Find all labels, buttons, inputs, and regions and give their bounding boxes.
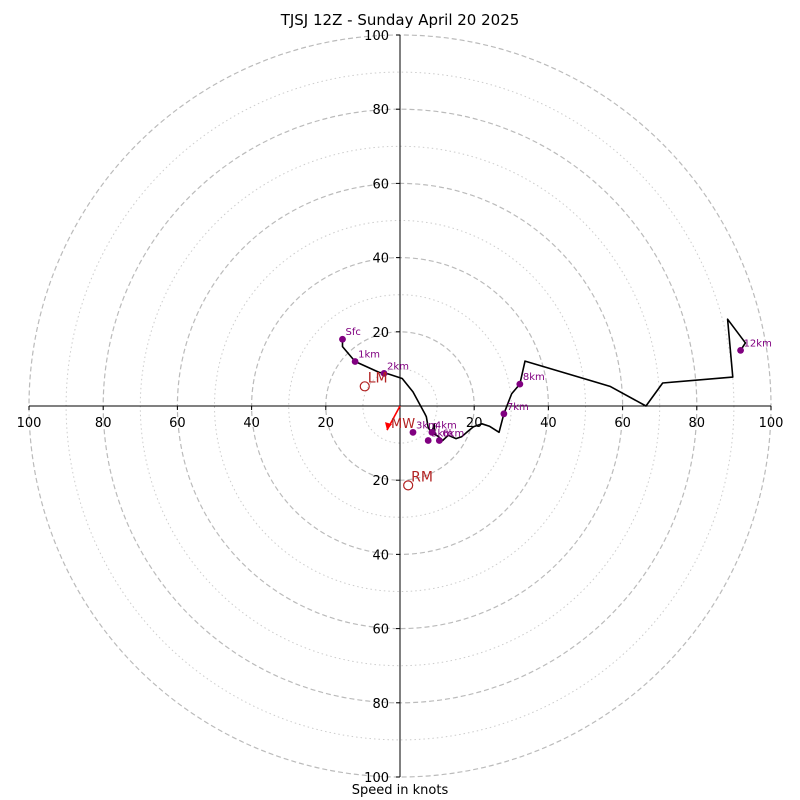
mean-wind-arrowhead xyxy=(385,422,393,431)
y-tick-label: 20 xyxy=(372,474,389,489)
y-tick-label: 40 xyxy=(372,548,389,563)
height-marker-4km xyxy=(428,428,436,436)
x-tick-label: 100 xyxy=(17,416,42,431)
y-tick-label: 100 xyxy=(364,771,389,786)
height-marker-label: 2km xyxy=(387,361,409,372)
x-tick-label: 60 xyxy=(169,416,186,431)
hodograph-trace xyxy=(341,318,747,442)
chart-title: TJSJ 12Z - Sunday April 20 2025 xyxy=(280,11,520,29)
y-tick-label: 80 xyxy=(372,103,389,118)
height-marker-3km xyxy=(409,428,417,436)
storm-motion-label: RM xyxy=(411,469,433,485)
height-marker-label: 8km xyxy=(523,372,545,383)
height-marker-Sfc xyxy=(339,335,346,343)
height-marker-label: Sfc xyxy=(345,327,360,338)
height-marker-label: 5km xyxy=(431,429,453,440)
y-tick-label: 40 xyxy=(372,252,389,267)
x-tick-label: 80 xyxy=(689,416,706,431)
x-tick-label: 40 xyxy=(540,416,557,431)
height-marker-2km xyxy=(380,369,388,377)
y-tick-label: 80 xyxy=(372,697,389,712)
y-tick-label: 100 xyxy=(364,29,389,44)
storm-motion-RM xyxy=(403,480,414,491)
height-marker-label: 7km xyxy=(507,402,529,413)
mean-wind-label: MW xyxy=(391,417,415,432)
height-marker-label: 12km xyxy=(744,338,772,349)
y-tick-label: 60 xyxy=(372,623,389,638)
x-axis-label: Speed in knots xyxy=(351,783,449,798)
y-tick-label: 60 xyxy=(372,177,389,192)
height-marker-label: 4km xyxy=(435,420,457,431)
height-marker-1km xyxy=(351,358,359,365)
height-marker-label: 3km xyxy=(416,420,438,431)
height-marker-6km xyxy=(435,437,443,444)
storm-motion-label: LM xyxy=(368,370,388,386)
x-tick-label: 20 xyxy=(318,416,335,431)
height-marker-label: 6km xyxy=(442,429,464,440)
height-marker-label: 1km xyxy=(358,349,380,360)
x-tick-label: 60 xyxy=(614,416,631,431)
x-tick-label: 80 xyxy=(95,416,112,431)
height-marker-12km xyxy=(737,346,744,354)
height-marker-7km xyxy=(500,410,508,418)
storm-motion-LM xyxy=(359,381,370,392)
x-tick-label: 20 xyxy=(466,416,483,431)
x-tick-label: 40 xyxy=(243,416,260,431)
x-tick-label: 100 xyxy=(759,416,784,431)
height-marker-5km xyxy=(424,437,432,444)
y-tick-label: 20 xyxy=(372,326,389,341)
height-marker-8km xyxy=(516,380,524,388)
